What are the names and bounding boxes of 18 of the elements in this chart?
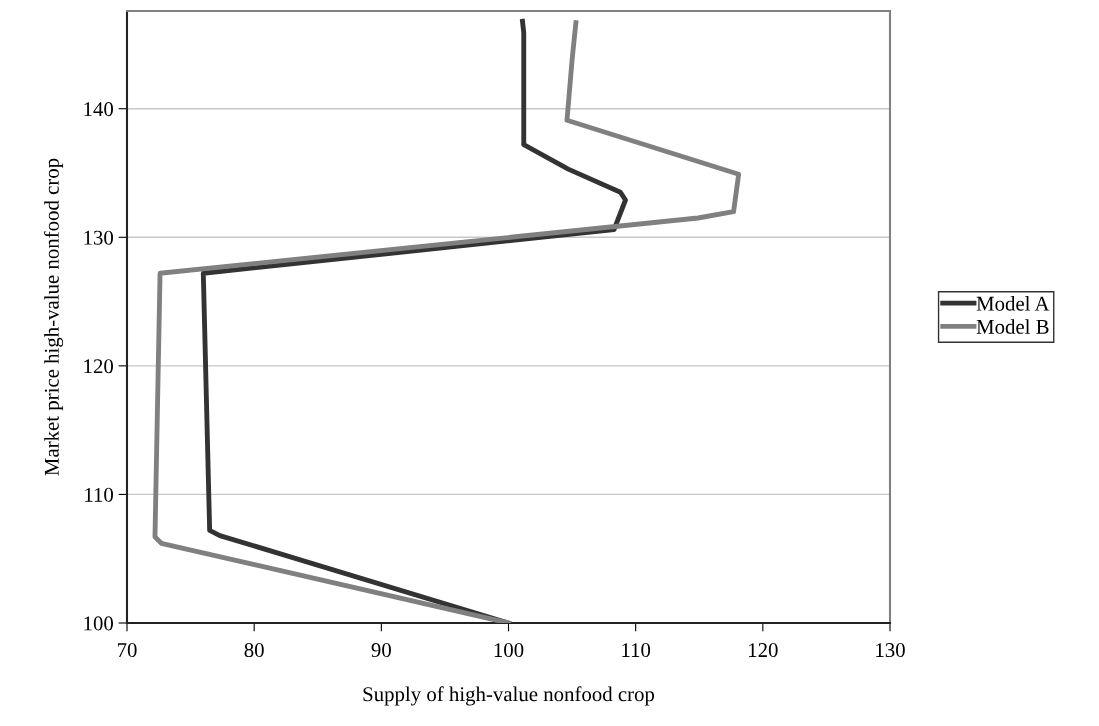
y-tick-label: 140 <box>84 102 114 117</box>
legend-label: Model A <box>976 296 1050 311</box>
x-tick-label: 80 <box>244 643 264 658</box>
x-tick-label: 90 <box>371 643 391 658</box>
y-tick-label: 110 <box>85 487 114 502</box>
x-axis-title: Supply of high-value nonfood crop <box>363 686 655 706</box>
y-tick-label: 100 <box>84 616 114 631</box>
x-tick-label: 110 <box>622 643 651 658</box>
line-series <box>152 20 742 623</box>
x-tick-label: 130 <box>876 643 905 658</box>
x-tick-label: 100 <box>494 643 524 658</box>
x-tick-label: 120 <box>749 643 778 658</box>
x-tick-label: 70 <box>117 643 137 658</box>
y-axis-title: Market price high-value nonfood crop <box>43 158 64 476</box>
y-tick-label: 120 <box>84 359 114 374</box>
line-series <box>200 18 628 623</box>
legend-label: Model B <box>976 319 1049 334</box>
y-tick-label: 130 <box>84 230 114 245</box>
